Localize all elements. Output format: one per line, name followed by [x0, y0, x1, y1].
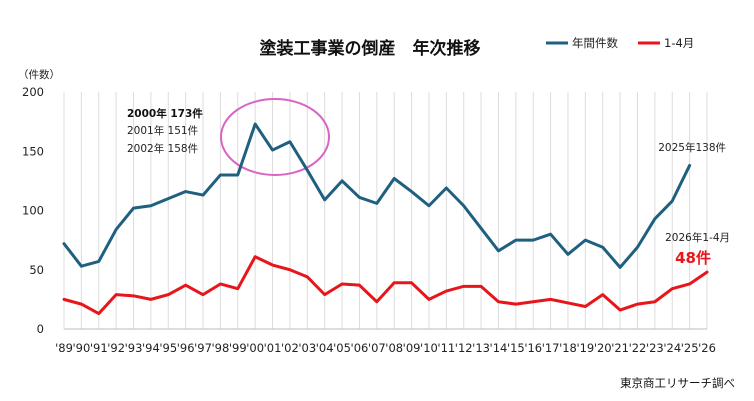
x-tick-label: '95	[159, 341, 177, 355]
source-note: 東京商工リサーチ調べ	[620, 376, 735, 390]
annotations: 2000年 173件 2001年 151件 2002年 158件 2025年13…	[127, 107, 730, 267]
y-tick-label: 0	[37, 322, 44, 336]
x-tick-label: '20	[594, 341, 612, 355]
x-tick-label: '00	[246, 341, 264, 355]
x-tick-label: '16	[524, 341, 542, 355]
x-tick-label: '12	[455, 341, 473, 355]
legend: 年間件数 1-4月	[546, 36, 694, 50]
y-tick-label: 200	[22, 85, 44, 99]
y-axis-unit: （件数）	[18, 68, 60, 81]
x-tick-label: '97	[194, 341, 212, 355]
x-tick-label: '02	[281, 341, 299, 355]
x-tick-label: '94	[142, 341, 160, 355]
x-tick-label: '01	[264, 341, 282, 355]
x-tick-label: '24	[663, 341, 681, 355]
y-tick-label: 50	[29, 263, 44, 277]
highlight-ellipse	[220, 98, 330, 176]
x-tick-label: '26	[698, 341, 716, 355]
annotation-2026-value: 48件	[675, 249, 711, 267]
x-tick-label: '10	[420, 341, 438, 355]
x-tick-label: '06	[351, 341, 369, 355]
x-tick-label: '21	[611, 341, 629, 355]
x-tick-label: '90	[72, 341, 90, 355]
legend-label-annual: 年間件数	[572, 36, 618, 50]
annotation-2025: 2025年138件	[658, 141, 726, 154]
x-tick-label: '07	[368, 341, 386, 355]
annotation-2002: 2002年 158件	[127, 142, 198, 155]
series	[62, 122, 709, 316]
y-axis-ticks: 0 50 100 150 200	[22, 85, 44, 336]
x-tick-label: '05	[333, 341, 351, 355]
x-tick-label: '89	[55, 341, 73, 355]
annotation-2026-label: 2026年1-4月	[665, 231, 730, 244]
x-tick-label: '11	[437, 341, 455, 355]
x-axis-ticks: '89'90'91'92'93'94'95'96'97'98'99'00'01 '…	[55, 341, 716, 355]
x-tick-label: '96	[177, 341, 195, 355]
series-line-jan-apr	[62, 255, 709, 316]
x-tick-label: '15	[507, 341, 525, 355]
x-tick-label: '17	[542, 341, 560, 355]
x-tick-label: '13	[472, 341, 490, 355]
x-tick-label: '99	[229, 341, 247, 355]
chart-title: 塗装工事業の倒産 年次推移	[260, 38, 481, 59]
x-tick-label: '18	[559, 341, 577, 355]
x-tick-label: '98	[212, 341, 230, 355]
x-tick-label: '19	[576, 341, 594, 355]
annotation-2001: 2001年 151件	[127, 124, 198, 137]
x-tick-label: '93	[125, 341, 143, 355]
x-tick-label: '14	[490, 341, 508, 355]
legend-label-jan-apr: 1-4月	[664, 36, 694, 50]
y-tick-label: 150	[22, 144, 44, 158]
x-tick-label: '08	[385, 341, 403, 355]
series-line-annual	[62, 122, 692, 269]
x-tick-label: '22	[629, 341, 647, 355]
x-tick-label: '23	[646, 341, 664, 355]
annotation-2000: 2000年 173件	[127, 107, 203, 120]
x-tick-label: '92	[107, 341, 125, 355]
x-tick-label: '04	[316, 341, 334, 355]
x-tick-label: '25	[681, 341, 699, 355]
x-tick-label: '09	[403, 341, 421, 355]
x-tick-label: '03	[298, 341, 316, 355]
x-tick-label: '91	[90, 341, 108, 355]
y-tick-label: 100	[22, 204, 44, 218]
